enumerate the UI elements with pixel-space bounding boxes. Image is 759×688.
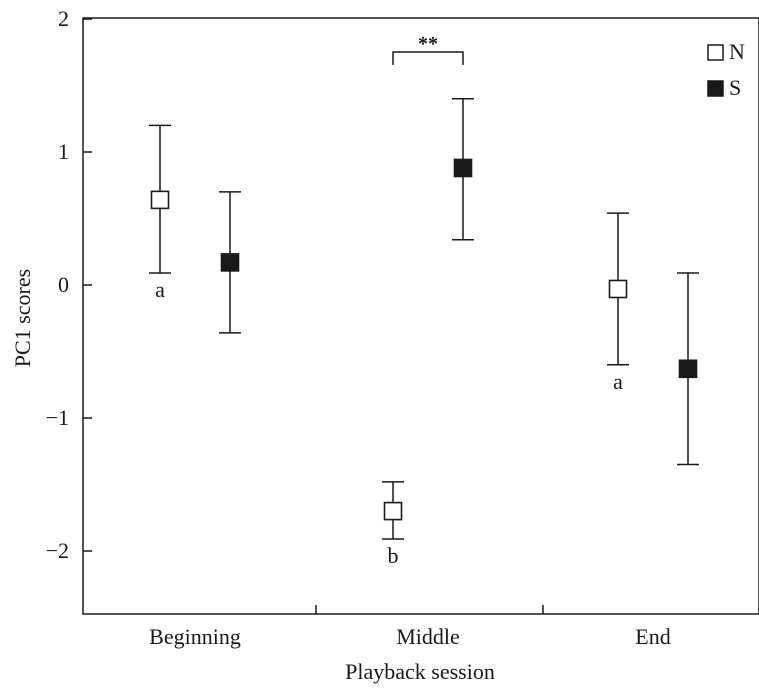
significance-stars: ** [418,33,438,55]
data-point-s [220,253,240,272]
significance-letter: a [613,369,623,394]
series-layer: a b a [149,98,699,568]
y-tick-label: −2 [46,538,69,563]
y-axis: 2 1 0 −1 −2 [46,6,92,563]
significance-letter: a [155,277,165,302]
legend-label: N [729,39,745,64]
legend: NS [707,39,745,100]
plot-frame [82,17,759,615]
annotation-layer: ** [392,33,464,65]
x-axis: Beginning Middle End [149,605,671,649]
y-tick-label: −1 [46,405,69,430]
data-point-s [453,158,473,178]
y-tick-label: 1 [58,139,69,164]
y-tick-label: 0 [58,272,69,297]
data-point-n [383,501,403,521]
plot-border [82,17,759,615]
significance-letter: b [388,543,399,568]
legend-marker-n [707,44,724,61]
x-axis-title: Playback session [345,659,495,684]
significance-bracket [392,51,464,65]
legend-label: S [729,75,741,100]
data-point-n [150,190,170,210]
legend-marker-s [707,80,724,97]
x-tick-label: End [635,624,670,649]
x-tick-label: Beginning [149,624,241,649]
y-axis-title: PC1 scores [10,269,35,367]
y-tick-label: 2 [58,6,69,31]
x-tick-label: Middle [396,624,460,649]
data-point-s [678,359,698,379]
data-point-n [608,279,628,299]
